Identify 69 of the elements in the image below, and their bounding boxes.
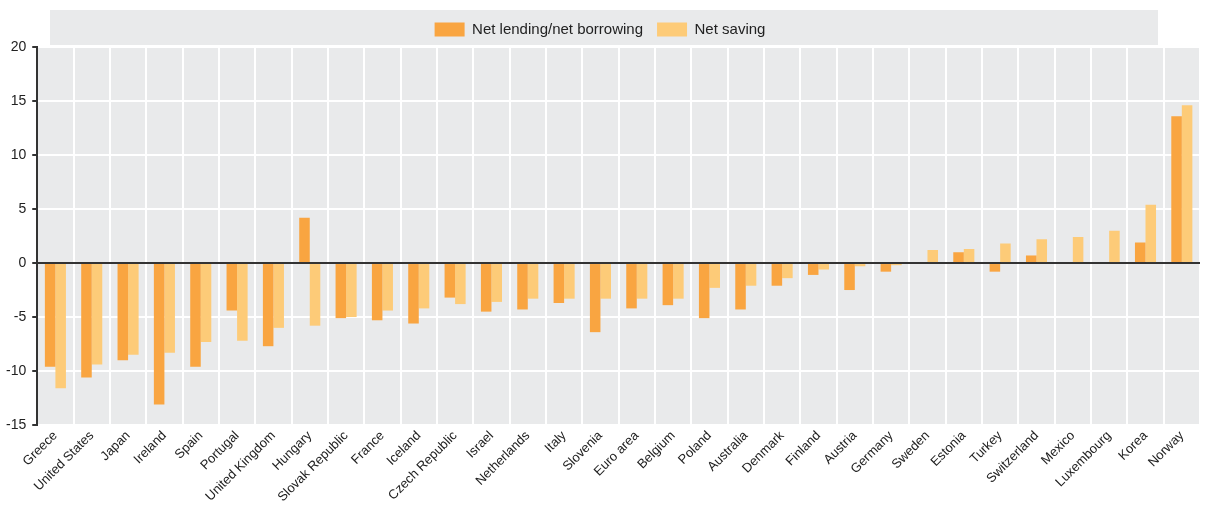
bar (807, 264, 819, 275)
bar (818, 264, 830, 270)
bar (200, 264, 212, 342)
bar (91, 264, 103, 365)
bar (1072, 237, 1084, 263)
bar (553, 264, 565, 303)
bar (989, 264, 1001, 272)
bar (782, 264, 793, 279)
bar (346, 264, 357, 318)
y-tick-label: -10 (6, 361, 27, 378)
bar (1181, 105, 1193, 263)
y-tick-label: 15 (10, 91, 27, 108)
bar (128, 264, 139, 355)
bar (636, 264, 648, 299)
bar (299, 217, 310, 263)
bar (480, 264, 492, 312)
bar (44, 264, 56, 367)
y-tick-label: -5 (13, 307, 27, 324)
bar (273, 264, 284, 328)
bar (564, 264, 575, 299)
bar (371, 264, 383, 321)
bar (1109, 230, 1120, 263)
bar (662, 264, 674, 306)
y-tick-label: 0 (18, 253, 27, 270)
bar (771, 264, 783, 286)
bar (1145, 204, 1157, 263)
y-tick-label: 20 (10, 37, 27, 54)
bar (418, 264, 430, 309)
bar (709, 264, 720, 288)
bar (953, 252, 964, 263)
bar (153, 264, 165, 405)
bar (600, 264, 611, 299)
bar (1134, 242, 1146, 263)
bar (444, 264, 456, 298)
bar (491, 264, 502, 302)
bar (237, 264, 248, 341)
bar (626, 264, 637, 309)
bar (517, 264, 528, 310)
legend-label: Net lending/net borrowing (472, 19, 644, 37)
legend-label: Net saving (694, 19, 766, 37)
bar (335, 264, 347, 319)
bar (1025, 255, 1037, 263)
bar (226, 264, 238, 311)
bar (844, 264, 855, 291)
bar (309, 264, 321, 326)
bar (745, 264, 757, 286)
bar (698, 264, 710, 319)
y-tick-label: 5 (18, 199, 27, 216)
bar (589, 264, 601, 333)
bar (880, 264, 892, 272)
bar (190, 264, 201, 367)
bar (455, 264, 466, 305)
bar (1171, 116, 1182, 263)
bar (1036, 239, 1048, 263)
bar (382, 264, 393, 311)
y-tick-label: -15 (6, 415, 27, 432)
bar (527, 264, 539, 299)
bar (735, 264, 746, 310)
bar (117, 264, 129, 361)
bar (963, 248, 975, 263)
bar (1000, 243, 1011, 263)
bar (408, 264, 419, 324)
bar (164, 264, 175, 353)
bar (55, 264, 66, 389)
bar (262, 264, 274, 347)
y-tick-label: 10 (10, 145, 27, 162)
bar (673, 264, 684, 299)
bar (81, 264, 92, 378)
bar (927, 250, 939, 263)
